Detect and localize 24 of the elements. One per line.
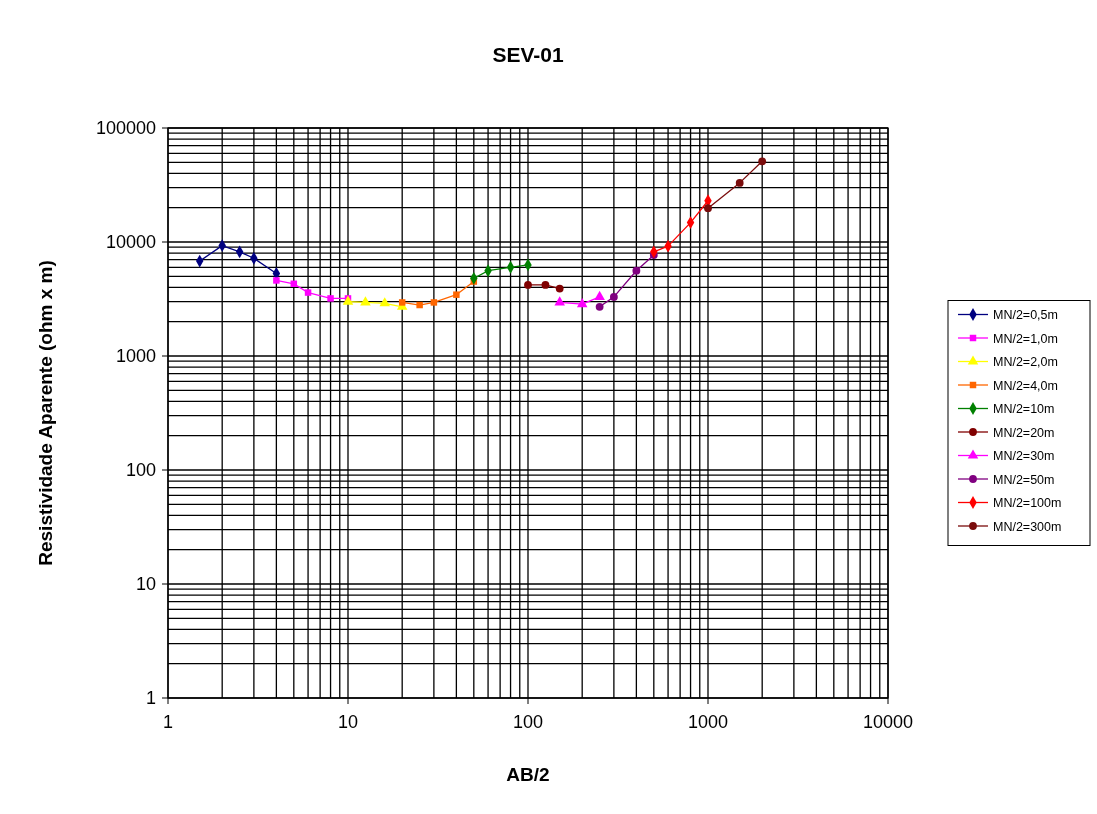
x-axis-title: AB/2 xyxy=(506,764,550,785)
chart-title: SEV-01 xyxy=(492,43,564,66)
legend-label: MN/2=300m xyxy=(993,519,1062,534)
y-axis-title: Resistividade Aparente (ohm x m) xyxy=(35,260,56,566)
legend-label: MN/2=2,0m xyxy=(993,355,1058,369)
x-tick-label: 10000 xyxy=(862,712,914,732)
legend-label: MN/2=10m xyxy=(993,402,1055,416)
y-tick-label: 1 xyxy=(145,688,156,708)
legend-label: MN/2=4,0m xyxy=(993,378,1058,393)
y-tick-label: 100000 xyxy=(95,118,156,138)
y-tick-label: 100 xyxy=(125,460,156,480)
y-tick-label: 1000 xyxy=(115,346,156,366)
legend-label: MN/2=20m xyxy=(993,425,1055,440)
x-tick-label: 1000 xyxy=(687,712,729,732)
x-tick-label: 10 xyxy=(337,712,359,732)
legend-label: MN/2=0,5m xyxy=(993,308,1058,322)
legend-label: MN/2=30m xyxy=(993,449,1055,463)
legend-label: MN/2=100m xyxy=(993,496,1062,510)
y-tick-label: 10 xyxy=(135,574,156,594)
x-tick-label: 100 xyxy=(512,712,544,732)
legend-label: MN/2=1,0m xyxy=(993,331,1058,346)
legend-label: MN/2=50m xyxy=(993,472,1055,487)
x-tick-label: 1 xyxy=(162,712,174,732)
y-tick-label: 10000 xyxy=(105,232,156,252)
